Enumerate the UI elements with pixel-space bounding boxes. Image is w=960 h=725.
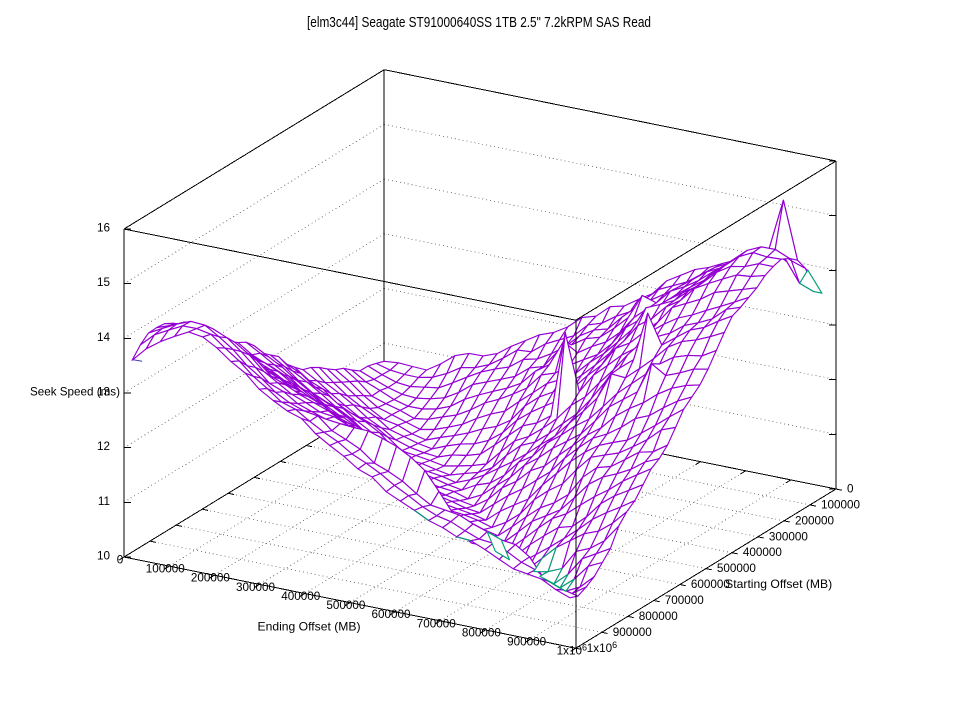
svg-text:100000: 100000 xyxy=(146,563,186,576)
svg-text:200000: 200000 xyxy=(795,514,835,527)
svg-text:400000: 400000 xyxy=(281,590,321,603)
svg-text:0: 0 xyxy=(117,553,124,566)
svg-text:800000: 800000 xyxy=(639,610,679,623)
svg-text:0: 0 xyxy=(847,483,854,496)
svg-text:600000: 600000 xyxy=(691,578,731,591)
svg-text:500000: 500000 xyxy=(326,599,366,612)
svg-text:500000: 500000 xyxy=(717,562,757,575)
svg-text:200000: 200000 xyxy=(191,572,231,585)
svg-text:700000: 700000 xyxy=(665,594,705,607)
svg-text:900000: 900000 xyxy=(507,636,547,649)
svg-text:12: 12 xyxy=(97,440,110,453)
svg-text:Ending Offset (MB): Ending Offset (MB) xyxy=(258,621,361,634)
svg-text:10: 10 xyxy=(97,550,111,563)
svg-text:13: 13 xyxy=(97,386,110,399)
svg-text:Starting Offset (MB): Starting Offset (MB) xyxy=(725,578,832,591)
svg-text:Seek Speed (ms): Seek Speed (ms) xyxy=(30,386,120,399)
svg-text:[elm3c44] Seagate ST91000640SS: [elm3c44] Seagate ST91000640SS 1TB 2.5" … xyxy=(307,14,651,31)
svg-text:300000: 300000 xyxy=(769,530,809,543)
svg-text:11: 11 xyxy=(98,495,110,508)
svg-text:1x106: 1x106 xyxy=(587,640,617,655)
svg-text:600000: 600000 xyxy=(371,608,411,621)
svg-text:400000: 400000 xyxy=(743,546,783,559)
svg-text:900000: 900000 xyxy=(613,626,653,639)
svg-text:16: 16 xyxy=(97,222,110,235)
svg-text:300000: 300000 xyxy=(236,581,276,594)
svg-text:15: 15 xyxy=(97,276,111,289)
svg-text:14: 14 xyxy=(97,331,111,344)
svg-text:700000: 700000 xyxy=(417,617,457,630)
svg-text:800000: 800000 xyxy=(462,626,502,639)
svg-text:1x106: 1x106 xyxy=(557,643,587,658)
svg-text:100000: 100000 xyxy=(821,498,861,511)
